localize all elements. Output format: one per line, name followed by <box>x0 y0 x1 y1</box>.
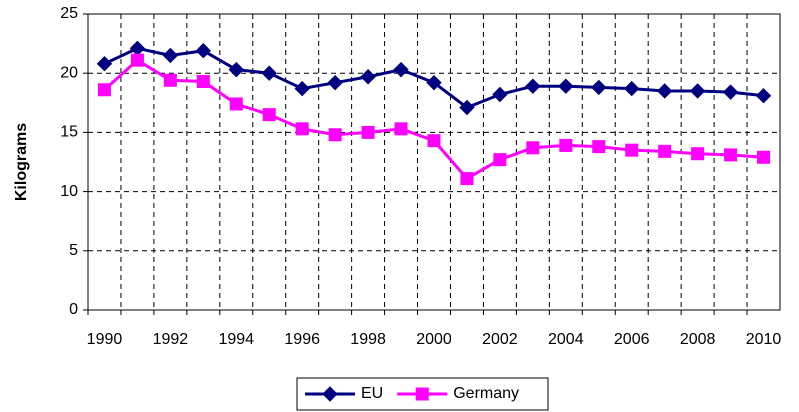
data-point <box>96 56 113 72</box>
data-point <box>658 144 672 158</box>
data-point <box>459 99 475 116</box>
y-tick-label: 25 <box>60 5 78 22</box>
data-point <box>656 83 673 99</box>
data-point <box>97 83 111 97</box>
legend-label: EU <box>361 385 383 402</box>
x-tick-label: 1992 <box>153 331 189 348</box>
data-point <box>228 61 244 78</box>
data-point <box>394 122 408 136</box>
x-tick-label: 2004 <box>548 331 584 348</box>
data-point <box>327 74 343 91</box>
x-tick-label: 2002 <box>482 331 518 348</box>
data-point <box>755 87 772 104</box>
data-point <box>427 134 441 148</box>
data-point <box>130 53 144 67</box>
y-tick-label: 5 <box>69 242 78 259</box>
data-point <box>525 78 541 94</box>
data-point <box>625 143 639 157</box>
data-point <box>526 141 540 155</box>
data-point <box>229 97 243 111</box>
data-point <box>591 79 607 96</box>
data-point <box>624 80 640 97</box>
data-point <box>493 153 507 167</box>
legend-marker <box>415 387 429 401</box>
y-axis-label: Kilograms <box>13 123 30 201</box>
x-tick-label: 2000 <box>416 331 452 348</box>
data-point <box>492 86 508 103</box>
plot-frame <box>87 13 781 311</box>
data-point <box>294 80 310 97</box>
y-tick-label: 10 <box>60 183 78 200</box>
data-point <box>261 65 277 81</box>
y-tick-label: 15 <box>60 124 78 141</box>
data-point <box>129 40 146 57</box>
data-point <box>724 148 738 162</box>
data-point <box>196 74 210 88</box>
data-point <box>757 150 771 164</box>
data-point <box>328 128 342 142</box>
data-point <box>295 122 309 136</box>
data-point <box>722 84 739 100</box>
data-point <box>691 147 705 161</box>
data-point <box>195 42 212 59</box>
x-tick-label: 1994 <box>218 331 254 348</box>
data-point <box>360 69 376 85</box>
data-point <box>393 61 409 78</box>
legend-label: Germany <box>453 385 519 402</box>
data-point <box>361 125 375 139</box>
x-tick-label: 1998 <box>350 331 386 348</box>
data-point <box>592 140 606 154</box>
x-tick-label: 2006 <box>614 331 650 348</box>
x-tick-label: 2008 <box>680 331 716 348</box>
data-point <box>460 172 474 186</box>
x-tick-label: 1996 <box>284 331 320 348</box>
data-point <box>262 108 276 122</box>
data-point <box>163 73 177 87</box>
x-tick-label: 2010 <box>746 331 782 348</box>
data-point <box>426 74 442 91</box>
legend-marker <box>322 386 338 402</box>
data-point <box>559 138 573 152</box>
data-point <box>558 78 574 94</box>
data-point <box>689 83 706 99</box>
x-tick-label: 1990 <box>87 331 123 348</box>
data-point <box>162 47 179 64</box>
y-tick-label: 20 <box>60 64 78 81</box>
y-tick-label: 0 <box>69 301 78 318</box>
